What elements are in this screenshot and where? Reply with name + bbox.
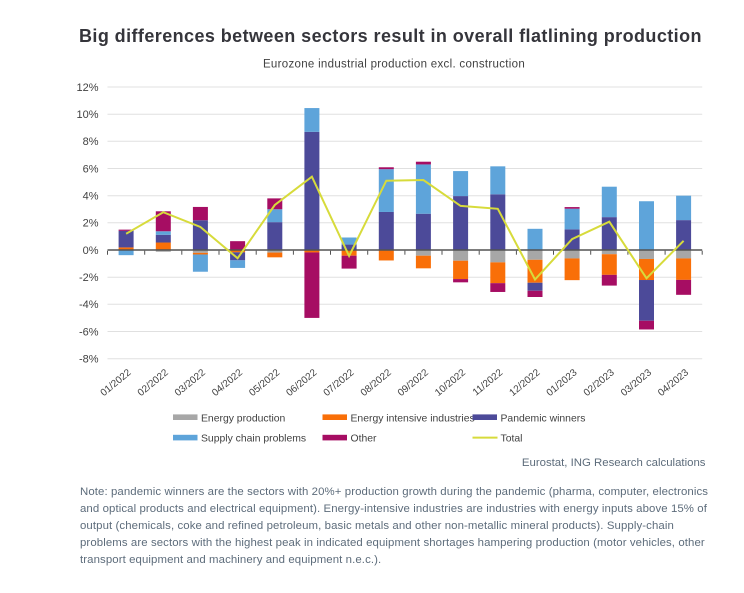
svg-text:transport equipment and machin: transport equipment and machinery and eq… (80, 554, 381, 566)
svg-text:Energy intensive industries: Energy intensive industries (351, 413, 475, 424)
svg-text:06/2022: 06/2022 (284, 367, 319, 399)
svg-text:-8%: -8% (79, 354, 99, 366)
svg-text:02/2022: 02/2022 (136, 367, 171, 399)
svg-text:03/2022: 03/2022 (173, 367, 208, 399)
svg-text:-2%: -2% (79, 272, 99, 284)
svg-text:output (chemicals, coke and re: output (chemicals, coke and refined petr… (80, 520, 674, 532)
svg-text:0%: 0% (83, 245, 99, 257)
svg-text:and optical products and elect: and optical products and electrical equi… (80, 503, 708, 515)
svg-text:12%: 12% (76, 82, 98, 94)
svg-text:Other: Other (351, 434, 378, 445)
svg-text:12/2022: 12/2022 (508, 367, 543, 399)
svg-text:Supply chain problems: Supply chain problems (201, 434, 306, 445)
svg-text:02/2023: 02/2023 (582, 367, 617, 399)
svg-text:04/2022: 04/2022 (210, 367, 245, 399)
svg-text:Eurozone industrial production: Eurozone industrial production excl. con… (263, 58, 525, 70)
svg-text:08/2022: 08/2022 (359, 367, 394, 399)
svg-text:-6%: -6% (79, 326, 99, 338)
svg-text:2%: 2% (83, 218, 99, 230)
svg-text:Eurostat, ING Research calcula: Eurostat, ING Research calculations (522, 457, 706, 469)
svg-text:4%: 4% (83, 191, 99, 203)
svg-text:01/2022: 01/2022 (99, 367, 134, 399)
svg-text:10%: 10% (76, 109, 98, 121)
svg-text:01/2023: 01/2023 (545, 367, 580, 399)
svg-text:09/2022: 09/2022 (396, 367, 431, 399)
svg-text:Pandemic winners: Pandemic winners (501, 413, 586, 424)
svg-text:-4%: -4% (79, 299, 99, 311)
svg-text:05/2022: 05/2022 (247, 367, 282, 399)
svg-text:10/2022: 10/2022 (433, 367, 468, 399)
svg-text:problems are sectors with the: problems are sectors with the highest pe… (80, 537, 705, 549)
svg-text:8%: 8% (83, 136, 99, 148)
svg-text:03/2023: 03/2023 (619, 367, 654, 399)
svg-text:Energy production: Energy production (201, 413, 286, 424)
svg-text:11/2022: 11/2022 (471, 367, 506, 398)
svg-text:07/2022: 07/2022 (322, 367, 357, 399)
svg-text:Note: pandemic winners are the: Note: pandemic winners are the sectors w… (80, 486, 708, 498)
svg-text:Big differences between sector: Big differences between sectors result i… (79, 26, 702, 46)
svg-text:04/2023: 04/2023 (656, 367, 691, 399)
svg-text:Total: Total (501, 434, 523, 445)
svg-text:6%: 6% (83, 163, 99, 175)
